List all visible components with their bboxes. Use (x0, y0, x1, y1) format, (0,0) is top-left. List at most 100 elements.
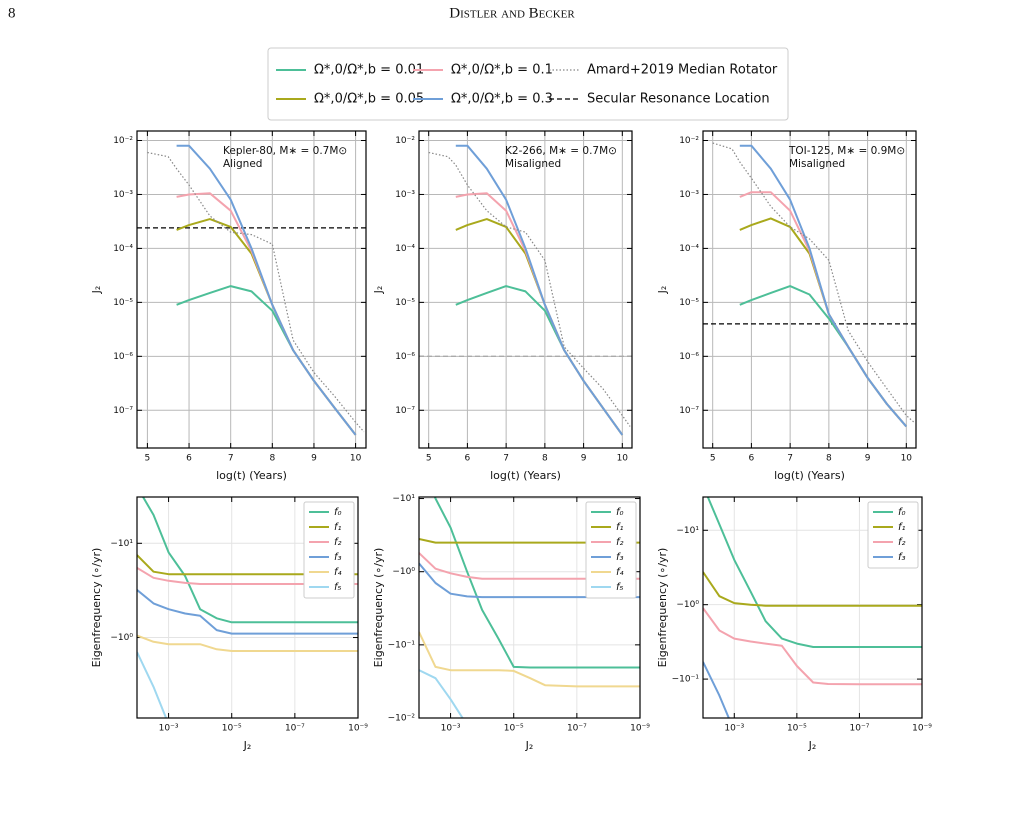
legend-label: f₀ (898, 507, 906, 518)
axes-frame (136, 496, 359, 719)
series-line (137, 589, 358, 635)
legend-label: f₅ (334, 582, 342, 593)
legend-box (867, 501, 919, 569)
series-line (739, 144, 908, 428)
page-number: 8 (8, 5, 16, 21)
y-tick-label: −10⁰ (676, 600, 699, 610)
series-line (137, 566, 358, 585)
legend-label: f₀ (616, 507, 624, 518)
series-line (141, 497, 358, 624)
series-line (176, 218, 357, 436)
legend-label: f₄ (616, 567, 624, 578)
axes-frame (702, 496, 923, 719)
annotation: Aligned (223, 158, 262, 170)
x-tick-label: 5 (426, 454, 432, 464)
annotation: Misaligned (505, 158, 561, 170)
x-axis-label: J₂ (243, 739, 252, 752)
legend-label: f₀ (334, 507, 342, 518)
y-tick-label: 10⁻² (395, 136, 415, 146)
series-line (455, 144, 624, 436)
x-tick-label: 10⁻⁷ (285, 724, 305, 734)
legend-label: f₁ (898, 522, 906, 533)
y-tick-label: 10⁻⁶ (679, 352, 699, 362)
legend-label: Ω*,0/Ω*,b = 0.05 (314, 92, 424, 107)
y-axis-label: Eigenfrequency (∘/yr) (656, 548, 669, 668)
annotation: Kepler-80, M∗ = 0.7M⊙ (223, 145, 347, 157)
x-tick-label: 8 (542, 454, 548, 464)
legend-box (585, 501, 637, 599)
series-line (703, 661, 730, 718)
y-tick-label: −10⁻¹ (672, 675, 700, 685)
y-axis-label: J₂ (90, 286, 103, 295)
y-tick-label: 10⁻³ (679, 190, 699, 200)
legend-label: f₁ (334, 522, 342, 533)
legend-label: f₂ (334, 537, 342, 548)
y-tick-label: −10⁰ (392, 567, 415, 577)
running-title: Distler and Becker (449, 5, 575, 21)
series-line (703, 607, 922, 686)
series-line (419, 631, 640, 688)
series-line (176, 285, 357, 436)
x-axis-label: log(t) (Years) (490, 469, 561, 482)
y-tick-label: 10⁻⁶ (395, 352, 415, 362)
series-line (739, 191, 908, 428)
x-axis-label: J₂ (808, 739, 817, 752)
axes-frame (418, 130, 633, 449)
series-line (428, 151, 631, 427)
x-tick-label: 5 (145, 454, 151, 464)
x-tick-label: 10⁻⁷ (850, 724, 870, 734)
series-line (147, 151, 365, 433)
y-tick-label: −10⁻¹ (388, 640, 416, 650)
legend-label: f₁ (616, 522, 624, 533)
y-tick-label: 10⁻² (113, 136, 133, 146)
y-tick-label: −10¹ (392, 494, 415, 504)
legend-label: f₃ (616, 552, 624, 563)
x-tick-label: 10⁻⁹ (630, 724, 650, 734)
x-tick-label: 10⁻³ (724, 724, 744, 734)
y-tick-label: −10¹ (676, 526, 699, 536)
series-line (712, 142, 915, 423)
series-line (433, 497, 640, 669)
y-tick-label: 10⁻⁴ (679, 244, 699, 254)
legend-label: f₂ (616, 537, 624, 548)
series-line (706, 497, 922, 648)
y-tick-label: 10⁻⁷ (113, 406, 133, 416)
x-tick-label: 6 (465, 454, 471, 464)
legend-label: Amard+2019 Median Rotator (587, 63, 778, 78)
series-line (419, 669, 464, 718)
x-tick-label: 10 (901, 454, 913, 464)
x-tick-label: 6 (749, 454, 755, 464)
legend-label: Ω*,0/Ω*,b = 0.01 (314, 63, 424, 78)
x-tick-label: 10⁻⁵ (504, 724, 524, 734)
axes-frame (136, 130, 367, 449)
annotation: TOI-125, M∗ = 0.9M⊙ (788, 145, 905, 157)
legend-label: Ω*,0/Ω*,b = 0.3 (451, 92, 553, 107)
legend-label: f₂ (898, 537, 906, 548)
axes-frame (702, 130, 917, 449)
x-tick-label: 6 (186, 454, 192, 464)
legend-label: f₄ (334, 567, 342, 578)
legend-label: Ω*,0/Ω*,b = 0.1 (451, 63, 553, 78)
x-tick-label: 9 (581, 454, 587, 464)
y-tick-label: −10⁻² (388, 714, 416, 724)
series-line (137, 554, 358, 576)
x-tick-label: 10⁻⁵ (222, 724, 242, 734)
series-line (419, 562, 640, 599)
x-tick-label: 10⁻³ (159, 724, 179, 734)
x-axis-label: J₂ (525, 739, 534, 752)
y-axis-label: J₂ (656, 286, 669, 295)
x-tick-label: 7 (228, 454, 234, 464)
x-tick-label: 10⁻⁹ (912, 724, 932, 734)
x-tick-label: 5 (710, 454, 716, 464)
x-tick-label: 8 (269, 454, 275, 464)
series-line (137, 634, 358, 652)
x-axis-label: log(t) (Years) (216, 469, 287, 482)
x-tick-label: 10⁻⁷ (567, 724, 587, 734)
legend-label: f₃ (898, 552, 906, 563)
x-tick-label: 10 (350, 454, 362, 464)
series-line (455, 285, 624, 436)
series-line (137, 651, 168, 718)
axes-frame (418, 496, 641, 719)
y-tick-label: 10⁻⁵ (113, 298, 133, 308)
x-tick-label: 10⁻³ (441, 724, 461, 734)
